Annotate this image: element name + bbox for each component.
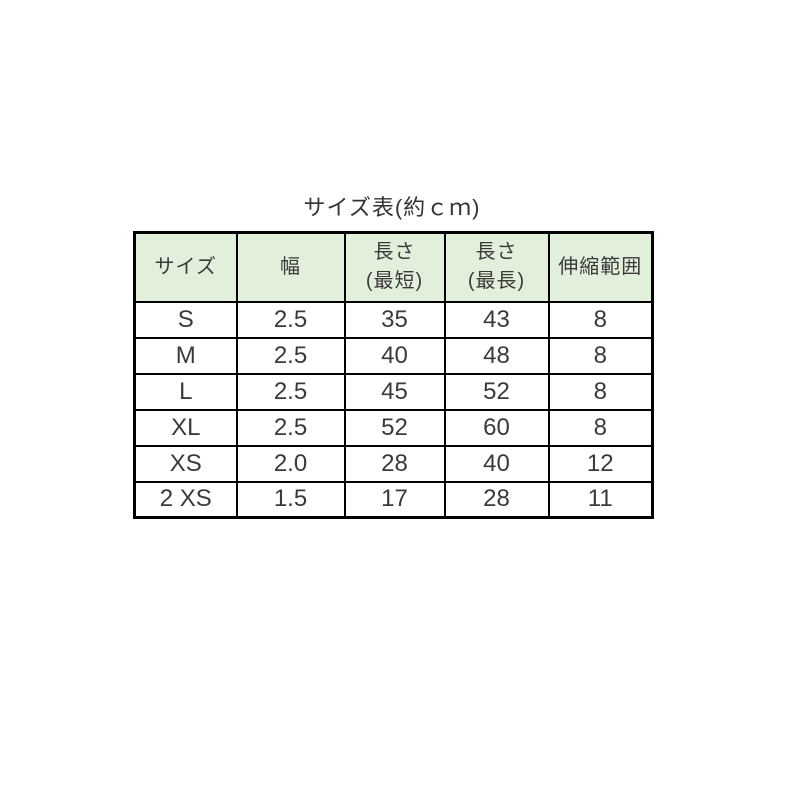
column-header-stretch-range: 伸縮範囲 <box>547 231 654 303</box>
header-line: 幅 <box>280 255 301 278</box>
table-cell: 8 <box>547 300 654 339</box>
table-cell: 8 <box>547 372 654 411</box>
table-cell: 11 <box>547 480 654 519</box>
table-cell: 40 <box>443 444 550 483</box>
table-cell: 2.0 <box>235 444 346 483</box>
header-line: 長さ <box>373 241 416 264</box>
header-line: (最短) <box>365 270 424 293</box>
column-header-width: 幅 <box>235 231 346 303</box>
table-cell: 12 <box>547 444 654 483</box>
table-cell: 40 <box>343 336 446 375</box>
table-cell: 2.5 <box>235 372 346 411</box>
column-header-length-max: 長さ (最長) <box>443 231 550 303</box>
table-cell: 60 <box>443 408 550 447</box>
table-row-s: S 2.5 35 43 8 <box>133 300 654 339</box>
size-cell: M <box>133 336 238 375</box>
header-line: 長さ <box>475 241 518 264</box>
column-header-size: サイズ <box>133 231 238 303</box>
table-cell: 17 <box>343 480 446 519</box>
table-cell: 48 <box>443 336 550 375</box>
table-cell: 45 <box>343 372 446 411</box>
size-cell: XL <box>133 408 238 447</box>
table-cell: 1.5 <box>235 480 346 519</box>
table-title: サイズ表(約ｃｍ) <box>303 195 481 220</box>
table-cell: 28 <box>443 480 550 519</box>
size-cell: S <box>133 300 238 339</box>
header-row: サイズ 幅 長さ (最短) 長さ (最長) <box>133 231 654 303</box>
size-cell: XS <box>133 444 238 483</box>
table-row-xs: XS 2.0 28 40 12 <box>133 444 654 483</box>
header-line: 伸縮範囲 <box>558 255 643 278</box>
table-cell: 2.5 <box>235 408 346 447</box>
header-line: (最長) <box>467 270 526 293</box>
table-cell: 52 <box>443 372 550 411</box>
table-cell: 52 <box>343 408 446 447</box>
size-chart-sheet: サイズ表(約ｃｍ) サイズ 幅 長さ (最短) <box>133 190 654 519</box>
column-header-length-min: 長さ (最短) <box>343 231 446 303</box>
table-cell: 8 <box>547 408 654 447</box>
table-cell: 2.5 <box>235 300 346 339</box>
table-cell: 8 <box>547 336 654 375</box>
table-cell: 28 <box>343 444 446 483</box>
header-line: サイズ <box>154 255 217 278</box>
size-cell: L <box>133 372 238 411</box>
size-table: サイズ 幅 長さ (最短) 長さ (最長) <box>133 231 654 519</box>
table-row-l: L 2.5 45 52 8 <box>133 372 654 411</box>
table-row-m: M 2.5 40 48 8 <box>133 336 654 375</box>
table-cell: 2.5 <box>235 336 346 375</box>
table-row-2xs: 2 XS 1.5 17 28 11 <box>133 480 654 519</box>
table-row-xl: XL 2.5 52 60 8 <box>133 408 654 447</box>
table-cell: 35 <box>343 300 446 339</box>
size-cell: 2 XS <box>133 480 238 519</box>
table-cell: 43 <box>443 300 550 339</box>
